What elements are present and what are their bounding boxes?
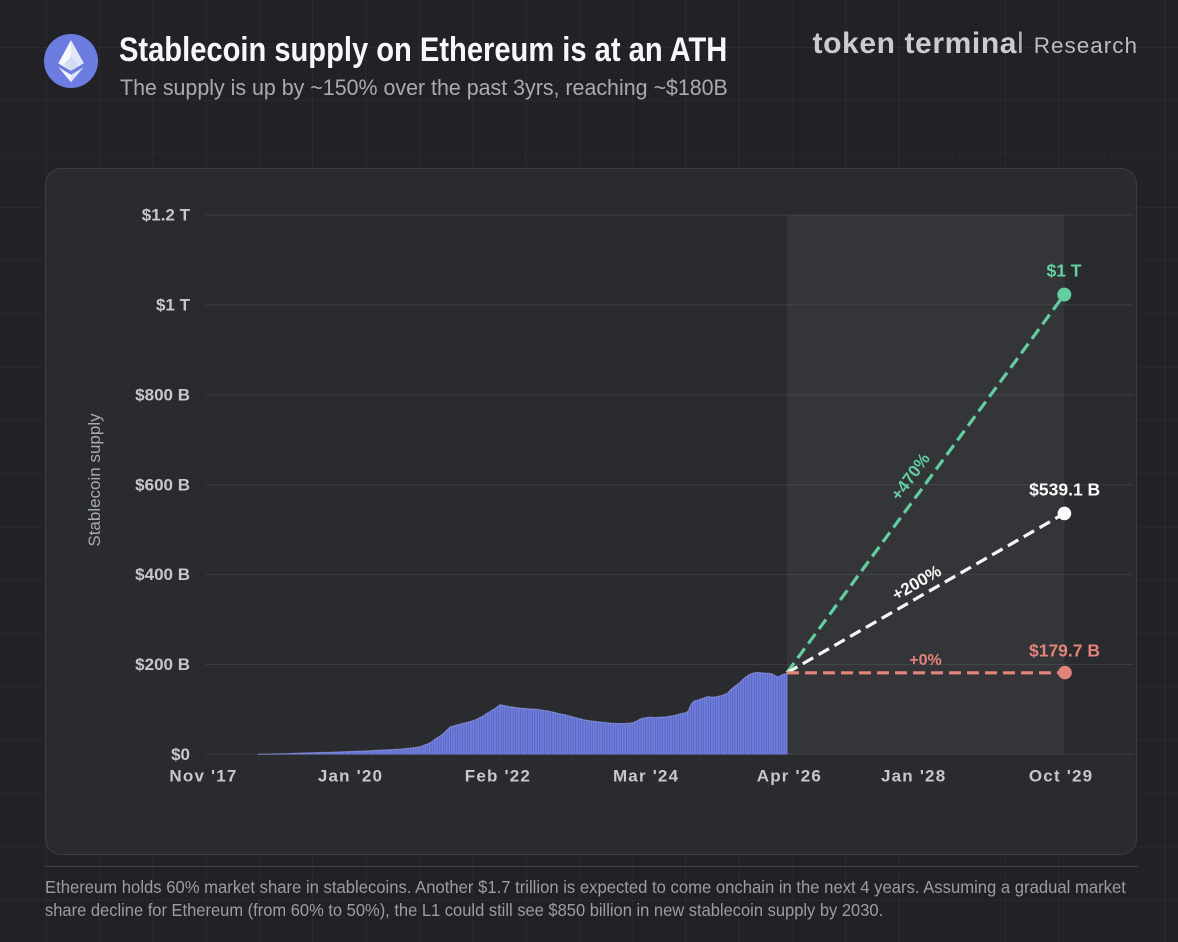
svg-text:$1 T: $1 T (1046, 261, 1081, 281)
svg-text:$400 B: $400 B (135, 565, 190, 584)
svg-text:Nov '17: Nov '17 (169, 767, 237, 786)
svg-text:Jan '20: Jan '20 (318, 767, 383, 786)
svg-text:Oct '29: Oct '29 (1029, 767, 1093, 786)
svg-text:Stablecoin supply: Stablecoin supply (85, 413, 104, 547)
svg-text:$179.7 B: $179.7 B (1029, 641, 1100, 661)
svg-text:$200 B: $200 B (135, 655, 190, 674)
svg-text:$800 B: $800 B (135, 385, 190, 404)
svg-text:+0%: +0% (909, 652, 941, 669)
svg-text:$1.2 T: $1.2 T (142, 206, 191, 225)
svg-text:$539.1 B: $539.1 B (1029, 479, 1100, 499)
svg-text:Mar '24: Mar '24 (613, 767, 679, 786)
svg-text:Feb '22: Feb '22 (465, 767, 531, 786)
svg-text:$600 B: $600 B (135, 475, 190, 494)
svg-text:Apr '26: Apr '26 (757, 767, 822, 786)
svg-text:$0: $0 (171, 745, 190, 764)
svg-text:$1 T: $1 T (156, 296, 191, 315)
svg-text:Jan '28: Jan '28 (881, 767, 946, 786)
